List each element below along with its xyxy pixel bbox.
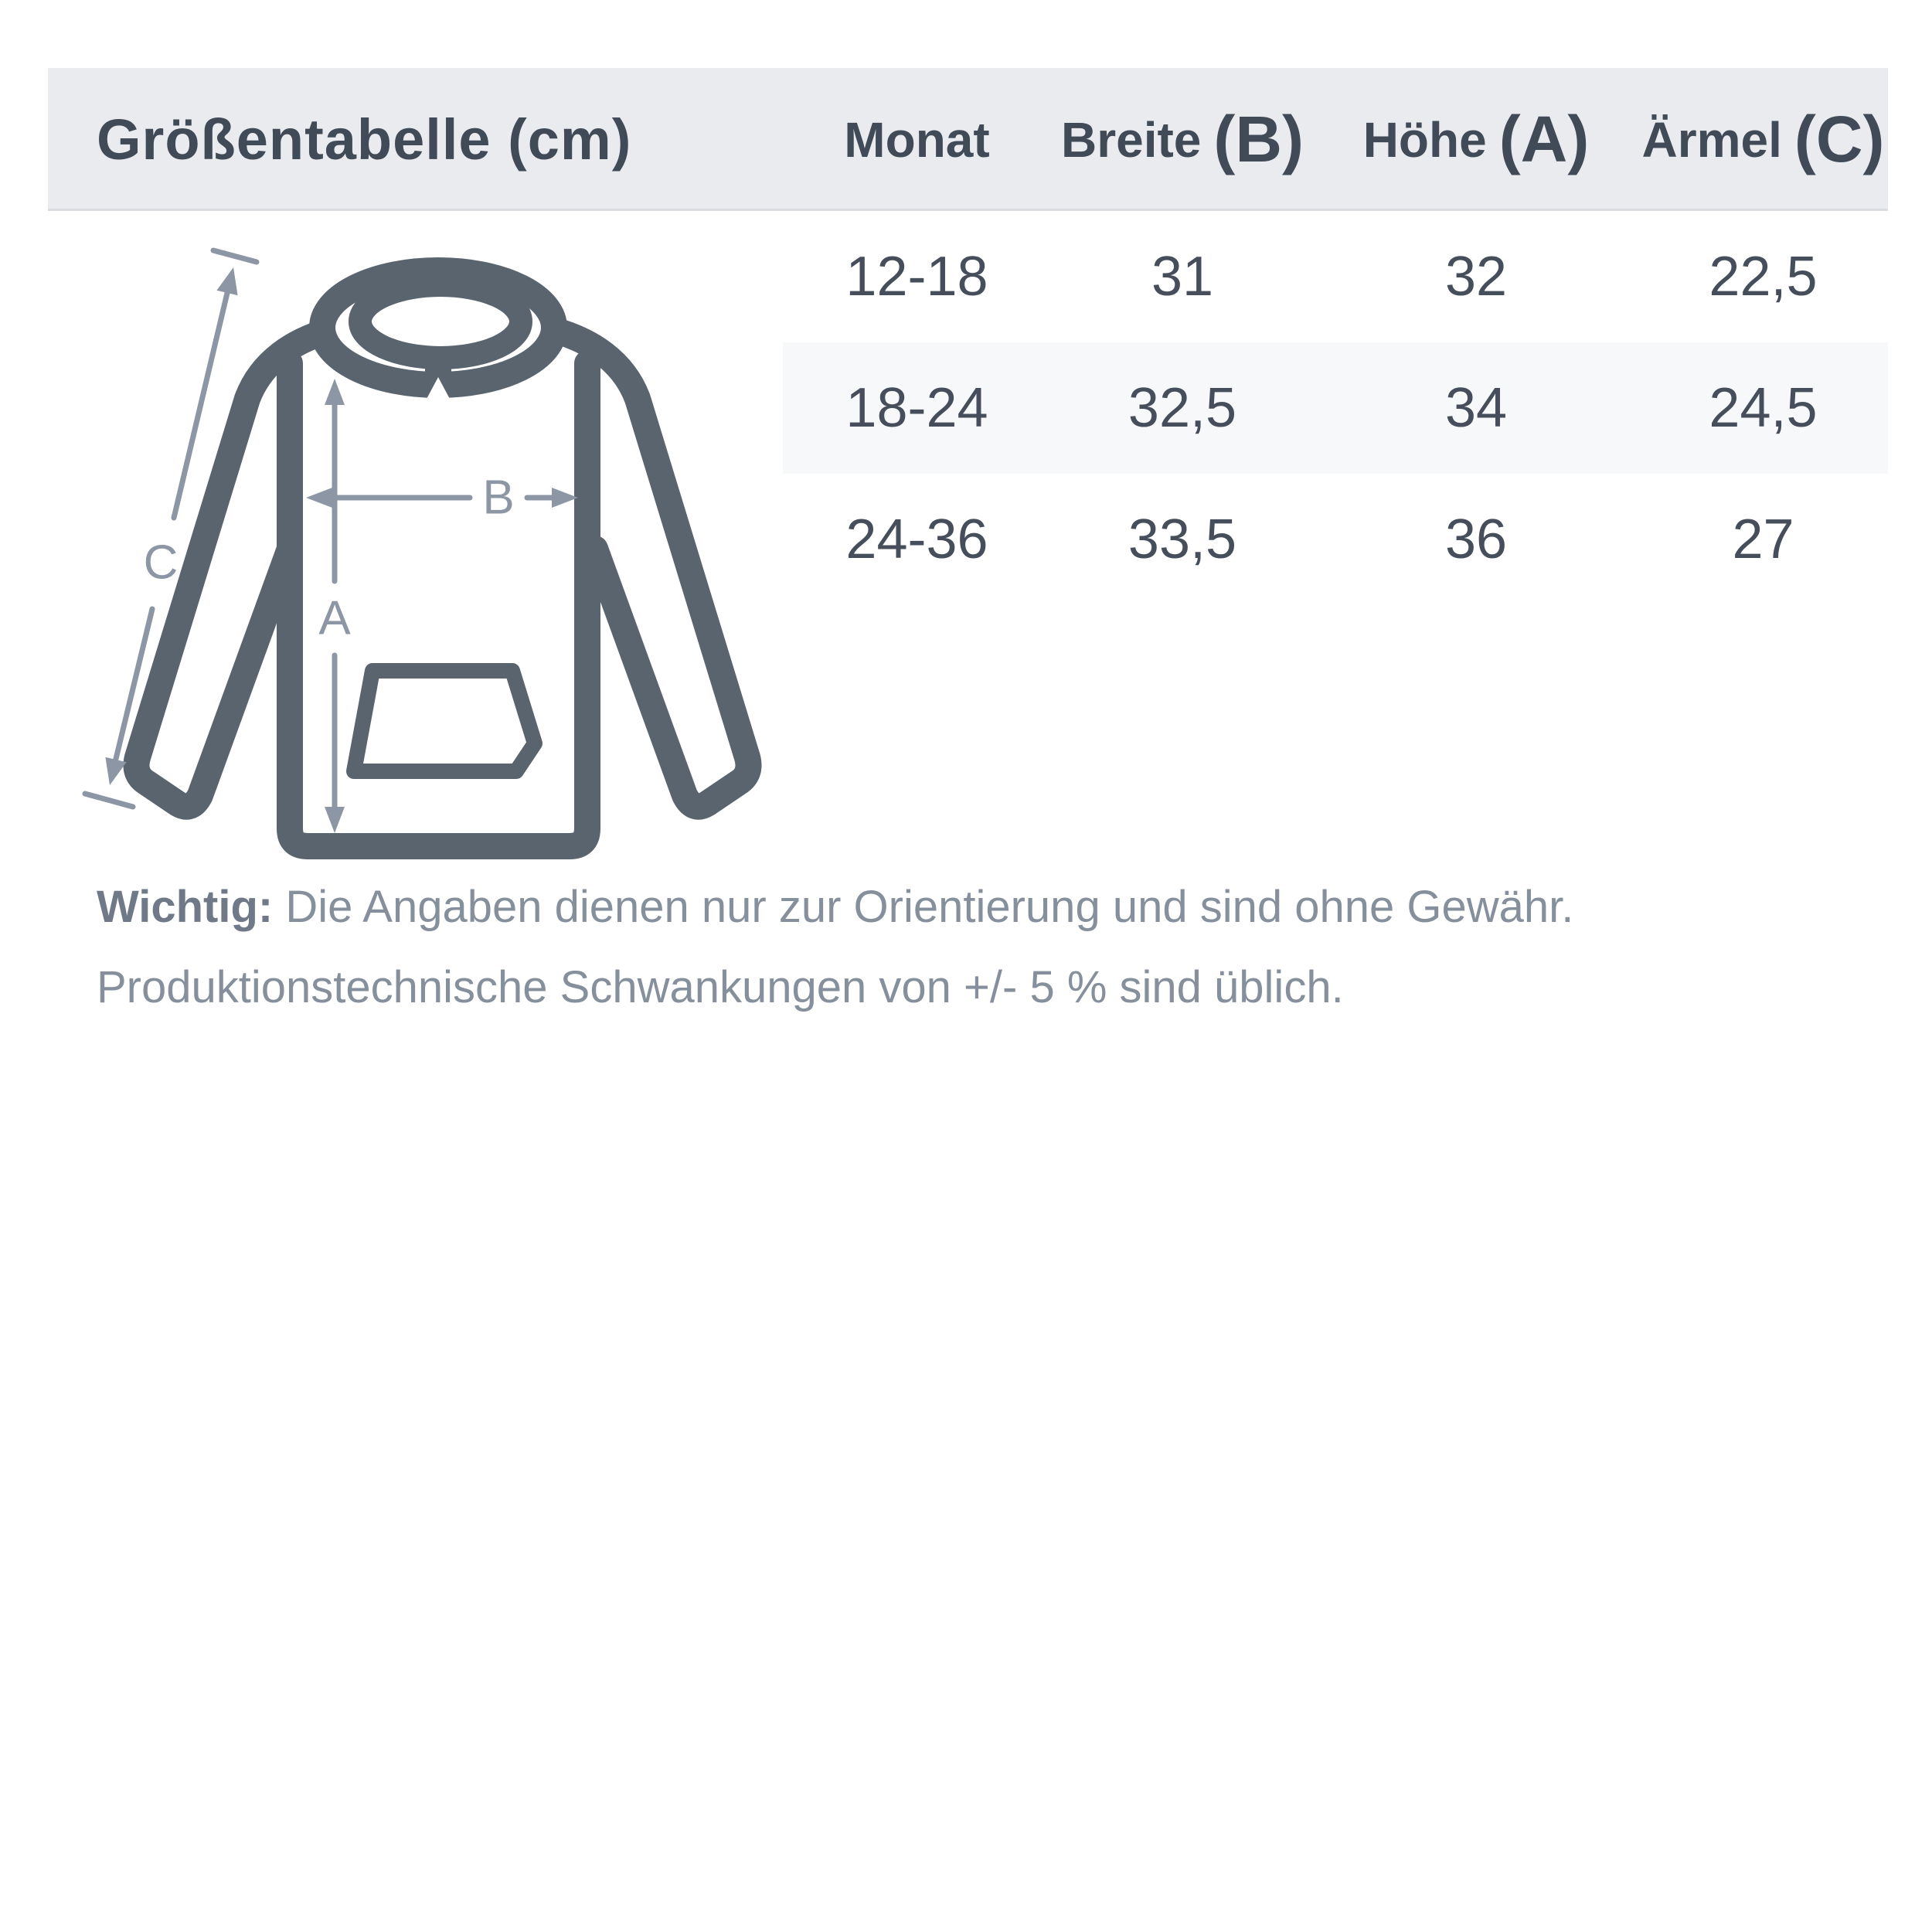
arrowhead-downleft-icon bbox=[105, 757, 127, 785]
cell-breite: 33,5 bbox=[1128, 509, 1237, 570]
measure-label-b: B bbox=[482, 471, 514, 525]
column-header-aermel: Ärmel (C) bbox=[1638, 68, 1888, 211]
disclaimer-bold-label: Wichtig: bbox=[97, 882, 274, 932]
column-header-label: Ärmel bbox=[1641, 111, 1782, 168]
column-header-letter: (A) bbox=[1498, 103, 1590, 175]
cell-aermel: 24,5 bbox=[1709, 377, 1818, 439]
column-header-hoehe: Höhe (A) bbox=[1314, 68, 1638, 211]
arrowhead-left-icon bbox=[306, 488, 332, 508]
page-title: Größentabelle (cm) bbox=[97, 107, 632, 172]
cell-monat: 24-36 bbox=[845, 509, 988, 570]
cell-breite: 31 bbox=[1151, 246, 1214, 308]
cell-aermel: 27 bbox=[1732, 509, 1794, 570]
table-row: 18-24 32,5 34 24,5 bbox=[783, 342, 1888, 474]
arrowhead-up-icon bbox=[325, 379, 345, 405]
cell-monat: 18-24 bbox=[845, 377, 988, 439]
column-header-label: Monat bbox=[844, 111, 990, 168]
arrowhead-right-icon bbox=[552, 488, 578, 508]
hood-notch bbox=[426, 377, 451, 400]
cell-monat: 12-18 bbox=[845, 246, 988, 308]
cell-aermel: 22,5 bbox=[1709, 246, 1818, 308]
measure-c-bottom-tick bbox=[82, 791, 136, 810]
measure-arrow-c-line bbox=[112, 606, 155, 765]
column-header-label: Breite bbox=[1060, 111, 1202, 168]
column-header-breite: Breite (B) bbox=[1051, 68, 1314, 211]
column-header-monat: Monat bbox=[783, 68, 1051, 211]
arrowhead-down-icon bbox=[325, 807, 345, 833]
table-row: 24-36 33,5 36 27 bbox=[783, 474, 1888, 605]
arrowhead-upright-icon bbox=[216, 267, 238, 296]
cell-hoehe: 34 bbox=[1444, 377, 1508, 439]
disclaimer-text: Die Angaben dienen nur zur Orientierung … bbox=[273, 882, 1574, 932]
cell-hoehe: 36 bbox=[1444, 509, 1508, 570]
table-row: 12-18 31 32 22,5 bbox=[783, 211, 1888, 342]
disclaimer-note: Wichtig: Die Angaben dienen nur zur Orie… bbox=[97, 867, 1851, 1028]
disclaimer-line-2: Produktionstechnische Schwankungen von +… bbox=[97, 962, 1344, 1012]
cell-breite: 32,5 bbox=[1128, 377, 1237, 439]
hoodie-pocket bbox=[346, 663, 543, 779]
cell-hoehe: 32 bbox=[1444, 246, 1508, 308]
measure-label-c: C bbox=[144, 536, 179, 590]
hoodie-measurement-diagram: A B C bbox=[82, 247, 762, 859]
column-header-letter: (B) bbox=[1213, 103, 1304, 175]
column-header-label: Höhe bbox=[1362, 111, 1487, 168]
measure-c-top-tick bbox=[210, 247, 260, 265]
measure-arrow-c-line bbox=[171, 287, 231, 521]
disclaimer-line-1: Wichtig: Die Angaben dienen nur zur Orie… bbox=[97, 867, 1851, 947]
size-table-header-band bbox=[48, 68, 1888, 211]
measure-label-a: A bbox=[318, 592, 351, 645]
column-header-letter: (C) bbox=[1794, 103, 1885, 175]
